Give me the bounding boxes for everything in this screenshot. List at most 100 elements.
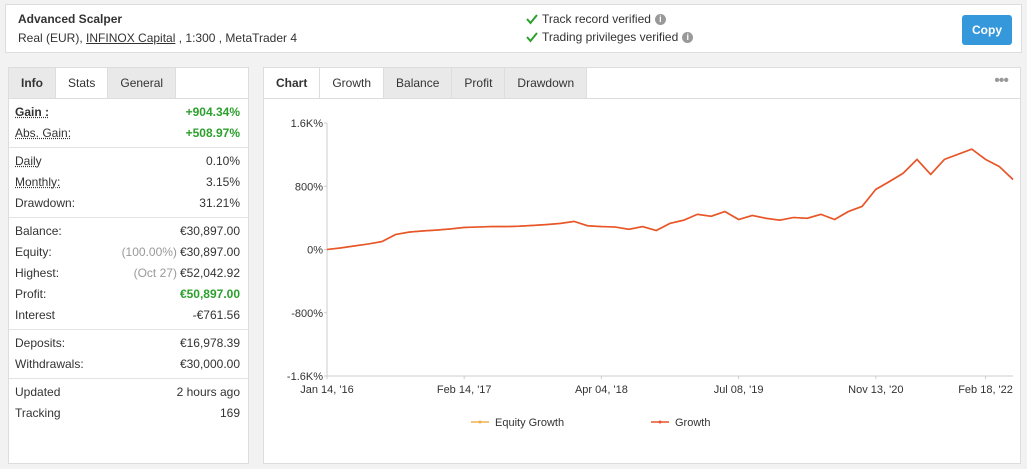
verification-text: Track record verified	[542, 12, 651, 26]
legend-swatch	[658, 420, 662, 424]
stat-value-wrap: €30,000.00	[180, 354, 240, 375]
stats-group: Deposits: €16,978.39 Withdrawals: €30,000.0…	[9, 330, 248, 379]
stat-label: Interest	[15, 308, 56, 322]
legend-label: Equity Growth	[495, 417, 564, 429]
stat-value: -€761.56	[192, 308, 240, 322]
stats-row: Gain : +904.34%	[9, 102, 248, 123]
stats-row: Updated 2 hours ago	[9, 382, 248, 403]
tab[interactable]: Balance	[384, 68, 453, 98]
stat-value: 31.21%	[199, 196, 240, 210]
stats-row: Interest -€761.56	[9, 305, 248, 326]
check-icon	[526, 14, 538, 25]
stat-value: 3.15%	[205, 175, 240, 189]
stats-row: Abs. Gain: +508.97%	[9, 123, 248, 144]
stat-value-wrap: +904.34%	[186, 102, 240, 123]
stats-row: Monthly: 3.15%	[9, 172, 248, 193]
stat-value-wrap: 3.15%	[206, 172, 240, 193]
info-icon[interactable]: i	[682, 31, 694, 43]
x-tick-label: Apr 04, '18	[575, 384, 628, 396]
account-info: Real (EUR), INFINOX Capital , 1:300 , Me…	[18, 31, 297, 45]
stat-value: €30,897.00	[179, 224, 240, 238]
stat-label: Profit:	[15, 287, 47, 301]
stat-value-wrap: €50,897.00	[180, 284, 240, 305]
stat-label: Equity:	[15, 245, 52, 259]
verification-text: Trading privileges verified	[542, 30, 679, 44]
stat-value: +904.34%	[185, 105, 240, 119]
stat-value: €30,897.00	[179, 245, 240, 259]
stat-value-wrap: (100.00%) €30,897.00	[122, 242, 240, 263]
stat-note: (100.00%)	[121, 245, 177, 259]
stats-row: Balance: €30,897.00	[9, 221, 248, 242]
y-tick-label: 1.6K%	[291, 118, 324, 130]
stat-value-wrap: +508.97%	[186, 123, 240, 144]
stat-label: Balance:	[15, 224, 62, 238]
verification: Track record verified i	[526, 12, 666, 26]
stat-label: Drawdown:	[15, 196, 76, 210]
menu-dots[interactable]: •••	[994, 72, 1009, 89]
stat-value-wrap: 31.21%	[199, 193, 240, 214]
tab[interactable]: Drawdown	[505, 68, 588, 98]
tab[interactable]: Profit	[452, 68, 506, 98]
stat-label: Withdrawals:	[15, 357, 84, 371]
stats-group: Gain : +904.34% Abs. Gain: +508.97%	[9, 99, 248, 148]
stat-value: 2 hours ago	[176, 385, 240, 399]
stats-group: Daily 0.10% Monthly: 3.15% Drawdown: 31.21%	[9, 148, 248, 218]
stat-value: €52,042.92	[179, 266, 240, 280]
info-icon[interactable]: i	[654, 13, 666, 25]
stat-value-wrap: €30,897.00	[180, 221, 240, 242]
stat-label: Monthly:	[15, 175, 61, 189]
y-tick-label: 800%	[295, 181, 323, 193]
stat-value: +508.97%	[185, 126, 240, 140]
stat-value-wrap: 0.10%	[206, 151, 240, 172]
stats-row: Tracking 169	[9, 403, 248, 424]
stats-row: Daily 0.10%	[9, 151, 248, 172]
y-tick-label: -800%	[291, 308, 323, 320]
stat-value: €16,978.39	[179, 336, 240, 350]
stats-group: Balance: €30,897.00 Equity: (100.00%) €30,89…	[9, 218, 248, 330]
legend-label: Growth	[675, 417, 710, 429]
tab[interactable]: Info	[9, 68, 56, 98]
x-tick-label: Jan 14, '16	[300, 384, 353, 396]
y-tick-label: -1.6K%	[287, 371, 323, 383]
stats-row: Highest: (Oct 27) €52,042.92	[9, 263, 248, 284]
stat-label: Updated	[15, 385, 61, 399]
stats-list: Gain : +904.34% Abs. Gain: +508.97% Daily 0.1…	[9, 99, 248, 427]
chart-label: Chart	[264, 68, 321, 98]
chart: 1.6K% 800% 0% -800% -1.6K%Jan 14, '16 Feb 14,…	[287, 118, 1014, 429]
stats-row: Withdrawals: €30,000.00	[9, 354, 248, 375]
stat-label: Highest:	[15, 266, 60, 280]
stat-value: €30,000.00	[179, 357, 240, 371]
tab[interactable]: Stats	[56, 68, 109, 98]
stats-row: Deposits: €16,978.39	[9, 333, 248, 354]
stats-row: Drawdown: 31.21%	[9, 193, 248, 214]
check-icon	[526, 32, 538, 43]
stat-label: Deposits:	[15, 336, 66, 350]
legend-swatch	[478, 420, 482, 424]
broker-link[interactable]: INFINOX Capital	[86, 31, 176, 45]
stats-panel: Info Stats General Gain : +904.34% Abs. Gain…	[8, 67, 249, 464]
stats-row: Equity: (100.00%) €30,897.00	[9, 242, 248, 263]
stat-value-wrap: -€761.56	[193, 305, 240, 326]
stat-value-wrap: 2 hours ago	[177, 382, 240, 403]
x-tick-label: Feb 18, '22	[958, 384, 1013, 396]
series-line	[326, 148, 1014, 251]
tab-bar: Chart Growth Balance Profit Drawdown	[264, 68, 1020, 99]
x-tick-label: Jul 08, '19	[714, 384, 764, 396]
tab[interactable]: General	[108, 68, 177, 98]
stat-label: Abs. Gain:	[15, 126, 72, 140]
verification: Trading privileges verified i	[526, 30, 694, 44]
series-line	[326, 148, 1014, 251]
account-prefix: Real (EUR),	[18, 31, 83, 45]
system-title: Advanced Scalper	[18, 12, 123, 26]
stat-value-wrap: (Oct 27) €52,042.92	[134, 263, 240, 284]
stats-group: Updated 2 hours ago Tracking 169	[9, 379, 248, 427]
tab[interactable]: Growth	[320, 68, 385, 98]
y-tick-label: 0%	[307, 245, 323, 257]
stat-value: 169	[219, 406, 240, 420]
copy-button[interactable]: Copy	[962, 15, 1012, 45]
stat-value-wrap: €16,978.39	[180, 333, 240, 354]
x-tick-label: Feb 14, '17	[437, 384, 492, 396]
stat-label: Tracking	[15, 406, 61, 420]
x-tick-label: Nov 13, '20	[848, 384, 903, 396]
